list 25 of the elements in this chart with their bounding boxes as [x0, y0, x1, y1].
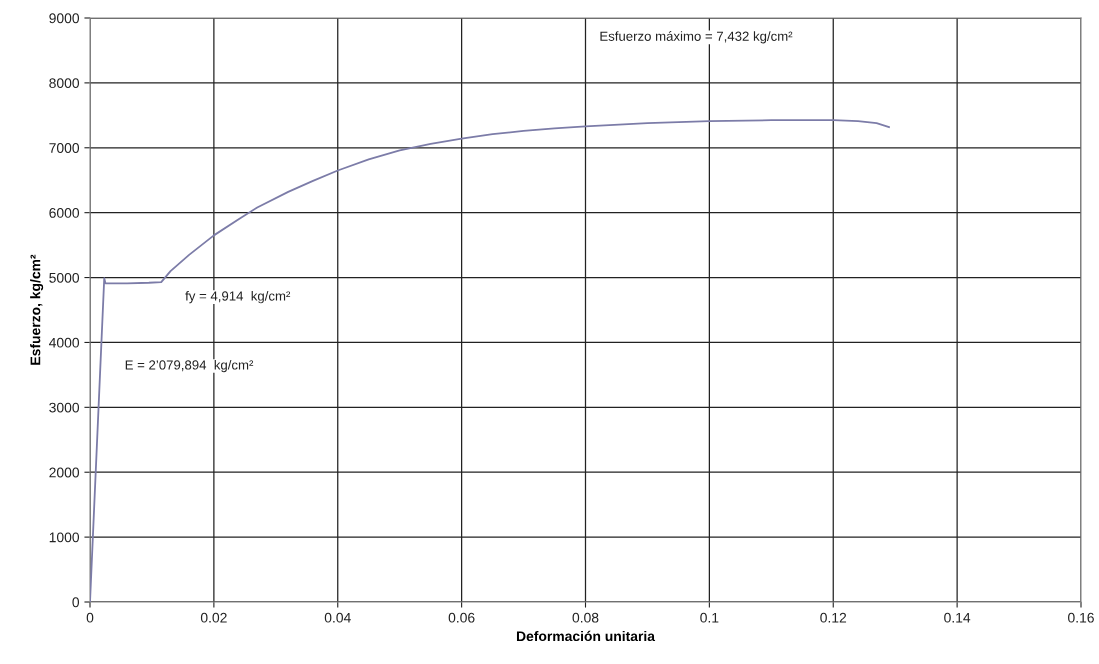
x-tick-label: 0.06	[448, 612, 475, 623]
x-tick-label: 0.08	[572, 612, 599, 623]
y-tick-label: 3000	[49, 402, 80, 413]
x-tick-label: 0	[86, 612, 94, 623]
y-tick-label: 8000	[49, 78, 80, 89]
annotation: Esfuerzo máximo = 7,432 kg/cm²	[600, 31, 793, 44]
x-axis-title: Deformación unitaria	[516, 630, 656, 642]
y-tick-label: 2000	[49, 467, 80, 478]
y-tick-label: 0	[72, 597, 80, 608]
y-tick-label: 7000	[49, 143, 80, 153]
x-tick-label: 0.1	[700, 612, 719, 623]
y-tick-label: 9000	[49, 13, 80, 24]
y-axis-title: Esfuerzo, kg/cm²	[30, 254, 44, 365]
y-tick-label: 6000	[49, 208, 80, 218]
x-tick-label: 0.12	[820, 612, 847, 623]
x-tick-label: 0.16	[1068, 612, 1094, 623]
x-tick-label: 0.04	[324, 612, 351, 623]
x-tick-label: 0.02	[200, 612, 227, 623]
annotation: E = 2’079,894 kg/cm²	[125, 359, 254, 373]
x-tick-label: 0.14	[944, 612, 971, 623]
y-tick-label: 1000	[49, 532, 80, 543]
y-tick-label: 5000	[49, 272, 80, 283]
line-series	[90, 119, 890, 602]
y-tick-label: 4000	[49, 337, 80, 348]
annotation: fy = 4,914 kg/cm²	[185, 291, 291, 304]
